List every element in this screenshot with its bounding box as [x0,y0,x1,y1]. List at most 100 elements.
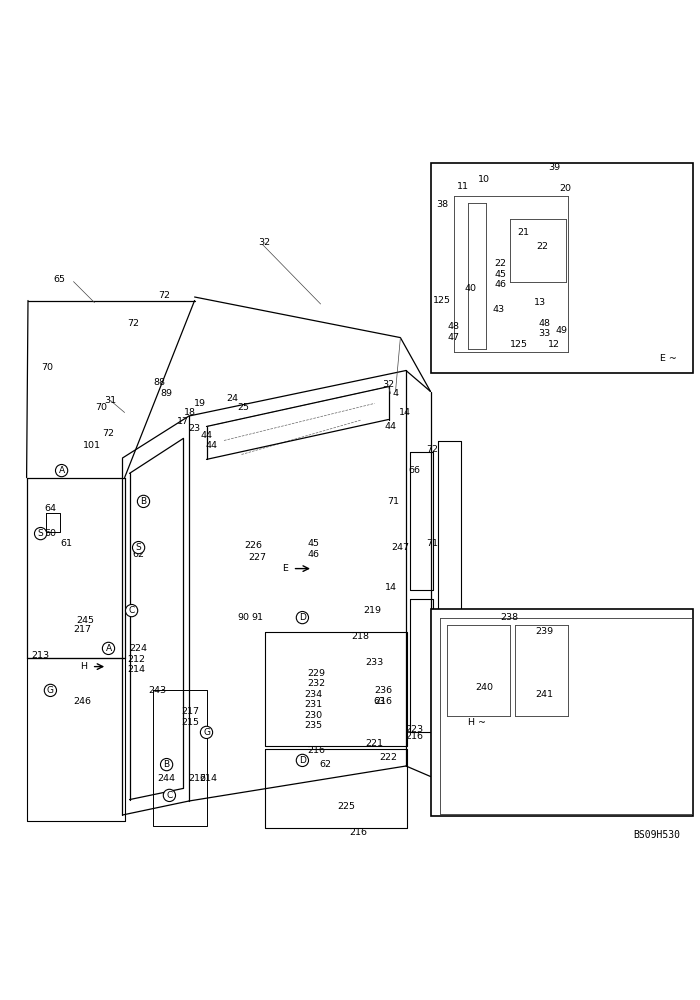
Text: 62: 62 [132,550,145,559]
Text: 24: 24 [226,394,239,403]
Text: 72: 72 [158,291,171,300]
Text: 125: 125 [510,340,528,349]
Text: 214: 214 [199,774,218,783]
Text: 216: 216 [349,828,368,837]
Text: E: E [282,564,288,573]
Text: 44: 44 [205,441,218,450]
Text: 12: 12 [548,340,561,349]
Text: D: D [299,613,306,622]
Text: 63: 63 [373,697,386,706]
Text: 72: 72 [102,429,115,438]
Text: 101: 101 [83,441,102,450]
Text: 14: 14 [398,408,411,417]
Text: 39: 39 [548,163,561,172]
Text: H: H [80,662,88,671]
Text: 88: 88 [153,378,166,387]
Text: 21: 21 [517,228,530,237]
Text: 46: 46 [494,280,507,289]
Text: 239: 239 [536,627,554,636]
Bar [430,163,693,373]
Text: 64: 64 [44,504,57,513]
Text: 72: 72 [426,445,439,454]
Text: 13: 13 [534,298,547,307]
Bar [430,608,693,816]
Text: 219: 219 [363,606,382,615]
Text: 72: 72 [127,319,139,328]
Text: 14: 14 [384,583,397,592]
Text: 25: 25 [237,403,250,412]
Text: 40: 40 [464,284,477,293]
Text: 22: 22 [536,242,549,251]
Text: 10: 10 [478,175,491,184]
Text: 230: 230 [304,711,323,720]
Text: 70: 70 [41,362,54,371]
Text: 212: 212 [127,655,146,664]
Text: C: C [129,606,134,615]
Text: 125: 125 [433,296,452,305]
Text: 23: 23 [188,424,201,433]
Text: 90: 90 [237,613,250,622]
Text: 235: 235 [304,721,323,730]
Text: 45: 45 [494,270,507,279]
Text: 47: 47 [447,333,460,342]
Text: 61: 61 [60,539,73,548]
Text: 231: 231 [304,700,323,709]
Text: S: S [136,543,141,552]
Text: 229: 229 [307,669,326,678]
Text: 238: 238 [500,613,519,622]
Text: 17: 17 [177,417,190,426]
Text: 19: 19 [193,399,206,408]
Text: 227: 227 [248,553,267,562]
Text: 236: 236 [374,686,393,695]
Text: 32: 32 [258,238,271,247]
Text: A: A [106,644,111,653]
Text: 216: 216 [374,697,393,706]
Text: 46: 46 [307,550,320,559]
Text: 217: 217 [181,707,200,716]
Text: BS09H530: BS09H530 [634,829,680,839]
Text: B: B [141,497,146,506]
Text: 70: 70 [95,403,108,412]
Text: G: G [47,686,54,695]
Text: 22: 22 [494,259,507,268]
Text: 31: 31 [104,396,117,405]
Text: C: C [167,791,172,800]
Text: E ~: E ~ [660,354,677,363]
Text: 224: 224 [130,644,148,653]
Text: 71: 71 [387,497,400,506]
Text: 244: 244 [158,774,176,783]
Text: 225: 225 [337,802,356,811]
Text: 241: 241 [536,690,554,699]
Text: 240: 240 [475,683,493,692]
Text: 60: 60 [44,529,57,538]
Text: 243: 243 [148,686,167,695]
Text: 226: 226 [244,541,262,550]
Text: 89: 89 [160,389,173,398]
Text: 222: 222 [379,753,398,762]
Text: B: B [164,760,169,769]
Text: 45: 45 [307,539,320,548]
Text: 44: 44 [384,422,397,431]
Text: 221: 221 [365,739,384,748]
Text: 49: 49 [555,326,568,335]
Text: 233: 233 [365,658,384,667]
Text: 71: 71 [426,539,439,548]
Text: 11: 11 [457,182,470,191]
Text: 216: 216 [307,746,326,755]
Text: 223: 223 [405,725,424,734]
Text: 65: 65 [53,275,66,284]
Text: 216: 216 [405,732,424,741]
Text: 234: 234 [304,690,323,699]
Text: 213: 213 [32,651,50,660]
Text: G: G [203,728,210,737]
Text: 246: 246 [74,697,92,706]
Text: 217: 217 [74,625,92,634]
Text: 232: 232 [307,679,326,688]
Text: 48: 48 [538,319,551,328]
Text: 33: 33 [538,329,551,338]
Text: 18: 18 [184,408,197,417]
Text: D: D [299,756,306,765]
Text: 91: 91 [251,613,264,622]
Text: 62: 62 [319,760,332,769]
Text: H ~: H ~ [468,718,486,727]
